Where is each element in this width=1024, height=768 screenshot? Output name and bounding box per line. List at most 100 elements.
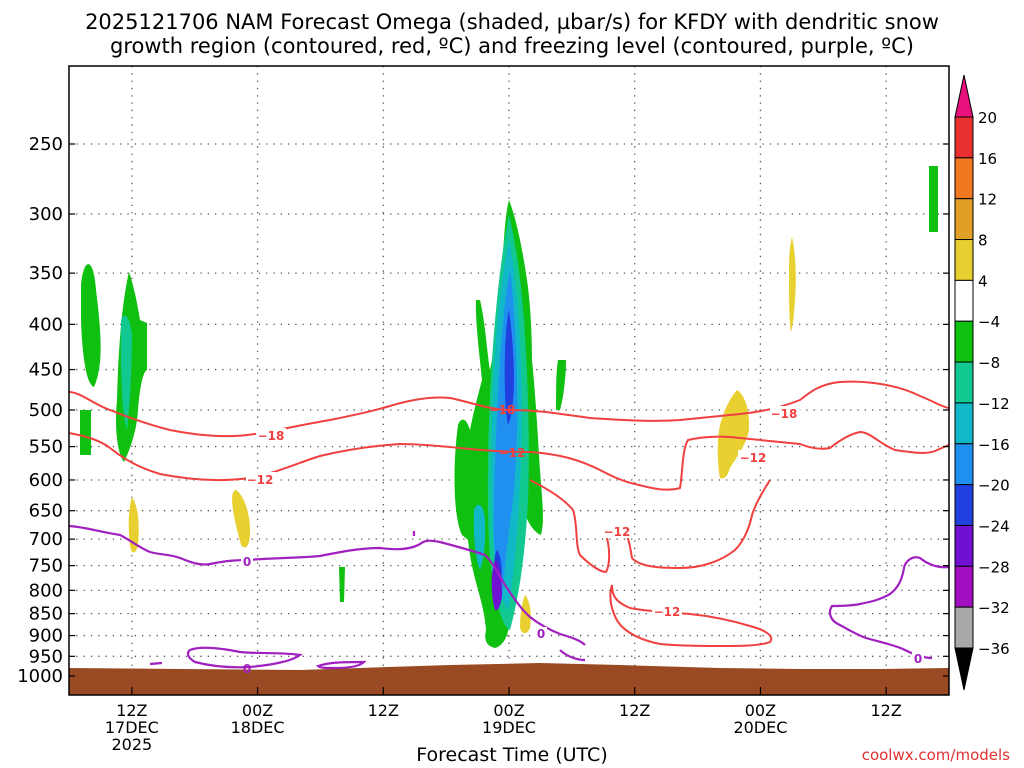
contour-zero xyxy=(69,524,586,646)
omega-region xyxy=(81,264,101,387)
omega-region xyxy=(520,595,531,634)
y-tick-label: 750 xyxy=(29,556,63,577)
colorbar-bottom-arrow xyxy=(954,647,974,691)
y-tick-label: 400 xyxy=(29,314,63,335)
colorbar-swatch xyxy=(954,157,974,200)
x-tick-label: 12Z xyxy=(368,701,399,720)
y-tick-label: 800 xyxy=(29,580,63,601)
omega-region xyxy=(789,237,796,332)
x-tick-label: 2025 xyxy=(111,735,152,754)
contour-label: 0 xyxy=(914,652,922,666)
contour-zero-tiny xyxy=(149,661,163,666)
contour-minus12-lower xyxy=(529,479,771,574)
x-tick-label: 19DEC xyxy=(482,718,536,737)
colorbar-swatch xyxy=(954,116,974,159)
x-tick-label: 00Z xyxy=(242,701,273,720)
omega-region xyxy=(115,272,147,462)
credit-text: coolwx.com/models xyxy=(861,746,1010,764)
colorbar-label: 8 xyxy=(978,232,988,250)
x-tick-label: 20DEC xyxy=(733,718,787,737)
y-tick-label: 900 xyxy=(29,626,63,647)
y-tick-label: 500 xyxy=(29,400,63,421)
colorbar-label: −16 xyxy=(978,436,1010,454)
x-axis-title: Forecast Time (UTC) xyxy=(416,744,608,766)
contour-zero-loop xyxy=(186,646,303,669)
x-tick-label: 12Z xyxy=(116,701,147,720)
contour-label: −12 xyxy=(654,605,681,619)
chart-title-line-1: 2025121706 NAM Forecast Omega (shaded, µ… xyxy=(85,10,939,34)
x-tick-label: 00Z xyxy=(493,701,524,720)
contour-label: −18 xyxy=(489,403,516,417)
omega-region xyxy=(717,390,750,479)
colorbar-swatch xyxy=(954,239,974,281)
y-tick-label: 650 xyxy=(29,501,63,522)
colorbar-label: −36 xyxy=(978,640,1010,658)
colorbar-swatch xyxy=(954,484,974,526)
colorbar-label: −4 xyxy=(978,313,1000,331)
y-tick-label: 350 xyxy=(29,263,63,284)
contour-minus18 xyxy=(69,380,949,438)
omega-region xyxy=(339,567,345,602)
contour-label: −12 xyxy=(499,446,526,460)
colorbar: 20 16 12 8 4 −4 −8 −12 −16 −20 −24 −28 −32 −36 xyxy=(954,74,1010,691)
colorbar-swatch xyxy=(954,361,974,404)
contour-label: −18 xyxy=(258,429,285,443)
omega-region xyxy=(128,497,139,553)
terrain xyxy=(69,663,949,695)
colorbar-swatch xyxy=(954,402,974,445)
omega-region xyxy=(80,410,91,455)
x-tick-label: 17DEC xyxy=(105,718,159,737)
contour-zero-bottom xyxy=(559,649,586,662)
omega-region xyxy=(556,360,566,410)
contour-minus12-closed xyxy=(609,584,773,647)
contour-label: −12 xyxy=(604,525,631,539)
colorbar-top-arrow xyxy=(954,74,974,118)
x-tick-label: 12Z xyxy=(619,701,650,720)
omega-region xyxy=(232,490,251,548)
colorbar-label: 20 xyxy=(978,109,997,127)
colorbar-swatch xyxy=(954,198,974,241)
colorbar-swatch xyxy=(954,606,974,649)
colorbar-label: −12 xyxy=(978,395,1010,413)
colorbar-label: −28 xyxy=(978,558,1010,576)
colorbar-label: −8 xyxy=(978,354,1000,372)
colorbar-swatch xyxy=(954,279,974,322)
contour-label: −12 xyxy=(740,451,767,465)
y-tick-label: 550 xyxy=(29,437,63,458)
x-tick-label: 00Z xyxy=(745,701,776,720)
x-tick-label: 12Z xyxy=(870,701,901,720)
omega-shading xyxy=(80,166,938,648)
contour-zero-small xyxy=(315,660,367,670)
y-tick-label: 300 xyxy=(29,204,63,225)
y-tick-label: 1000 xyxy=(17,666,63,687)
colorbar-label: 12 xyxy=(978,191,997,209)
omega-region xyxy=(929,166,938,232)
y-tick-label: 600 xyxy=(29,470,63,491)
colorbar-label: −32 xyxy=(978,599,1010,617)
contour-label: 0 xyxy=(243,662,251,676)
y-axis: 2503003504004505005506006507007508008509… xyxy=(17,134,949,687)
contour-label: −18 xyxy=(771,407,798,421)
colorbar-label: −20 xyxy=(978,477,1010,495)
omega-region xyxy=(120,315,132,430)
colorbar-label: 16 xyxy=(978,150,997,168)
y-tick-label: 450 xyxy=(29,360,63,381)
contour-zero-right xyxy=(828,556,949,660)
colorbar-swatch xyxy=(954,524,974,567)
colorbar-label: 4 xyxy=(978,272,988,290)
contour-label: −12 xyxy=(247,473,274,487)
x-tick-label: 18DEC xyxy=(231,718,285,737)
y-tick-label: 850 xyxy=(29,604,63,625)
colorbar-label: −24 xyxy=(978,517,1010,535)
omega-region xyxy=(504,310,514,425)
chart-title-line-2: growth region (contoured, red, ºC) and f… xyxy=(110,34,914,58)
y-tick-label: 250 xyxy=(29,134,63,155)
colorbar-swatch xyxy=(954,565,974,608)
colorbar-swatch xyxy=(954,443,974,486)
omega-region xyxy=(491,560,502,611)
contour-label: 0 xyxy=(243,555,251,569)
colorbar-swatch xyxy=(954,320,974,363)
contour-label: 0 xyxy=(537,627,545,641)
